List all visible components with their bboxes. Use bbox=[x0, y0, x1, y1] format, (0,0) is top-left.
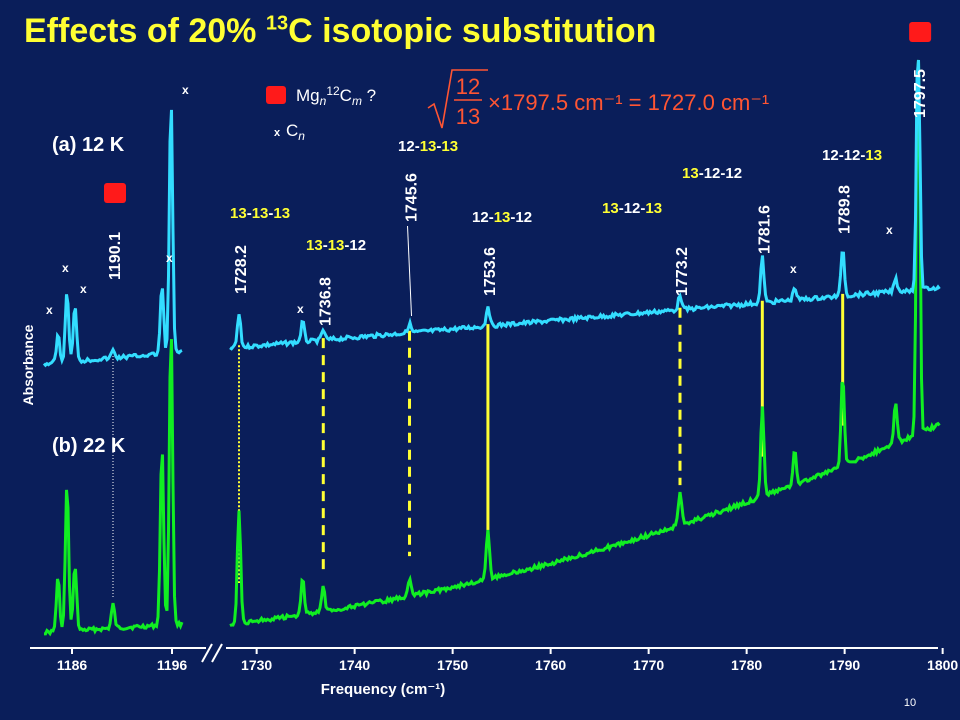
x-tick-label: 1770 bbox=[633, 657, 664, 673]
x-tick-label: 1740 bbox=[339, 657, 370, 673]
legend: Mgn12Cm ? x Cn bbox=[266, 84, 376, 143]
cn-mark-x: x bbox=[46, 303, 53, 317]
isotopomer-label: 13-12-13 bbox=[602, 200, 662, 217]
slide-title: Effects of 20% 13C isotopic substitution bbox=[24, 12, 656, 51]
red-square-icon bbox=[104, 183, 126, 203]
x-axis: 1186 1196 1730 1740 1750 1760 1770 1780 1790 1800 bbox=[30, 643, 958, 673]
cn-mark-x: x bbox=[297, 302, 304, 316]
peak-label-1789.8: 1789.8 bbox=[837, 185, 854, 234]
x-tick-label: 1790 bbox=[829, 657, 860, 673]
guide-lines bbox=[112, 293, 845, 599]
formula-numerator: 12 bbox=[456, 74, 480, 99]
cn-mark-x: x bbox=[886, 223, 893, 237]
title-suffix: C isotopic substitution bbox=[288, 12, 657, 50]
leader-line-1745-6 bbox=[407, 225, 413, 317]
isotopomer-label: 12-13-13 bbox=[398, 138, 458, 155]
formula-denominator: 13 bbox=[456, 104, 480, 129]
cn-mark-x: x bbox=[80, 282, 87, 296]
x-tick-label: 1186 bbox=[57, 657, 88, 673]
legend-x-icon: x bbox=[274, 127, 281, 139]
legend-red-square-icon bbox=[266, 86, 286, 104]
y-axis-label: Absorbance bbox=[20, 324, 36, 405]
series-label-a: (a) 12 K bbox=[52, 134, 125, 156]
peak-label-1745.6: 1745.6 bbox=[404, 173, 421, 222]
peak-label-1190.1: 1190.1 bbox=[107, 232, 124, 280]
axis-break-mark-2 bbox=[211, 643, 223, 663]
peak-label-1736.8: 1736.8 bbox=[317, 277, 334, 326]
cn-mark-x: x bbox=[62, 261, 69, 275]
x-tick-label: 1800 bbox=[927, 657, 958, 673]
x-axis-label: Frequency (cm⁻¹) bbox=[321, 681, 446, 698]
page-number: 10 bbox=[904, 697, 916, 709]
trace-12k-segment-2 bbox=[229, 59, 941, 351]
x-tick-label: 1730 bbox=[241, 657, 272, 673]
trace-12k-segment-1 bbox=[42, 109, 183, 368]
legend-mg-label: Mgn12Cm ? bbox=[296, 84, 376, 108]
trace-22k-segment-1 bbox=[44, 339, 184, 637]
peak-label-1773.2: 1773.2 bbox=[674, 247, 691, 296]
peak-label-1728.2: 1728.2 bbox=[233, 245, 250, 294]
x-tick-label: 1196 bbox=[157, 657, 188, 673]
isotopomer-label: 13-13-12 bbox=[306, 237, 366, 254]
x-tick-label: 1780 bbox=[731, 657, 762, 673]
legend-cn-label: Cn bbox=[286, 121, 305, 143]
x-tick-label: 1750 bbox=[437, 657, 468, 673]
peak-label-1753.6: 1753.6 bbox=[482, 247, 499, 296]
red-square-icon bbox=[909, 22, 932, 42]
trace-22k-segment-2 bbox=[229, 59, 941, 628]
isotopomer-label: 12-12-13 bbox=[822, 147, 882, 164]
isotopomer-label: 13-12-12 bbox=[682, 165, 742, 182]
isotopomer-label: 12-13-12 bbox=[472, 209, 532, 226]
title-prefix: Effects of 20% bbox=[24, 12, 266, 50]
isotope-formula: 12 13 ×1797.5 cm⁻¹ = 1727.0 cm⁻¹ bbox=[427, 69, 769, 129]
spectrum-traces bbox=[42, 59, 941, 637]
sqrt-sign bbox=[427, 69, 488, 129]
peak-markers: 1190.1 1728.2 1736.8 1745.6 1753.6 1773.2 1781… bbox=[46, 22, 932, 326]
axis-break-mark-1 bbox=[201, 643, 213, 663]
x-tick-label: 1760 bbox=[535, 657, 566, 673]
peak-label-1781.6: 1781.6 bbox=[756, 205, 773, 254]
peak-label-1797.5: 1797.5 bbox=[912, 69, 929, 118]
cn-mark-x: x bbox=[182, 83, 189, 97]
cn-mark-x: x bbox=[166, 251, 173, 265]
cn-mark-x: x bbox=[790, 262, 797, 276]
title-superscript: 13 bbox=[265, 12, 289, 35]
isotopomer-label: 13-13-13 bbox=[230, 205, 290, 222]
series-label-b: (b) 22 K bbox=[52, 435, 126, 457]
formula-expression: ×1797.5 cm⁻¹ = 1727.0 cm⁻¹ bbox=[488, 90, 769, 115]
